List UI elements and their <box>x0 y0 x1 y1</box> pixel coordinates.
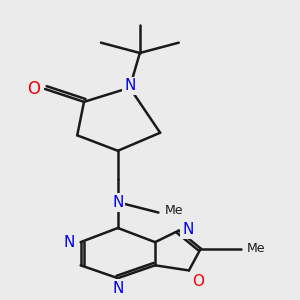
Text: Me: Me <box>247 242 265 255</box>
Text: N: N <box>63 235 74 250</box>
Text: O: O <box>192 274 204 289</box>
Text: N: N <box>182 222 194 237</box>
Text: O: O <box>27 80 40 98</box>
Text: N: N <box>124 78 135 93</box>
Text: N: N <box>112 195 124 210</box>
Text: N: N <box>112 281 124 296</box>
Text: Me: Me <box>165 204 183 217</box>
